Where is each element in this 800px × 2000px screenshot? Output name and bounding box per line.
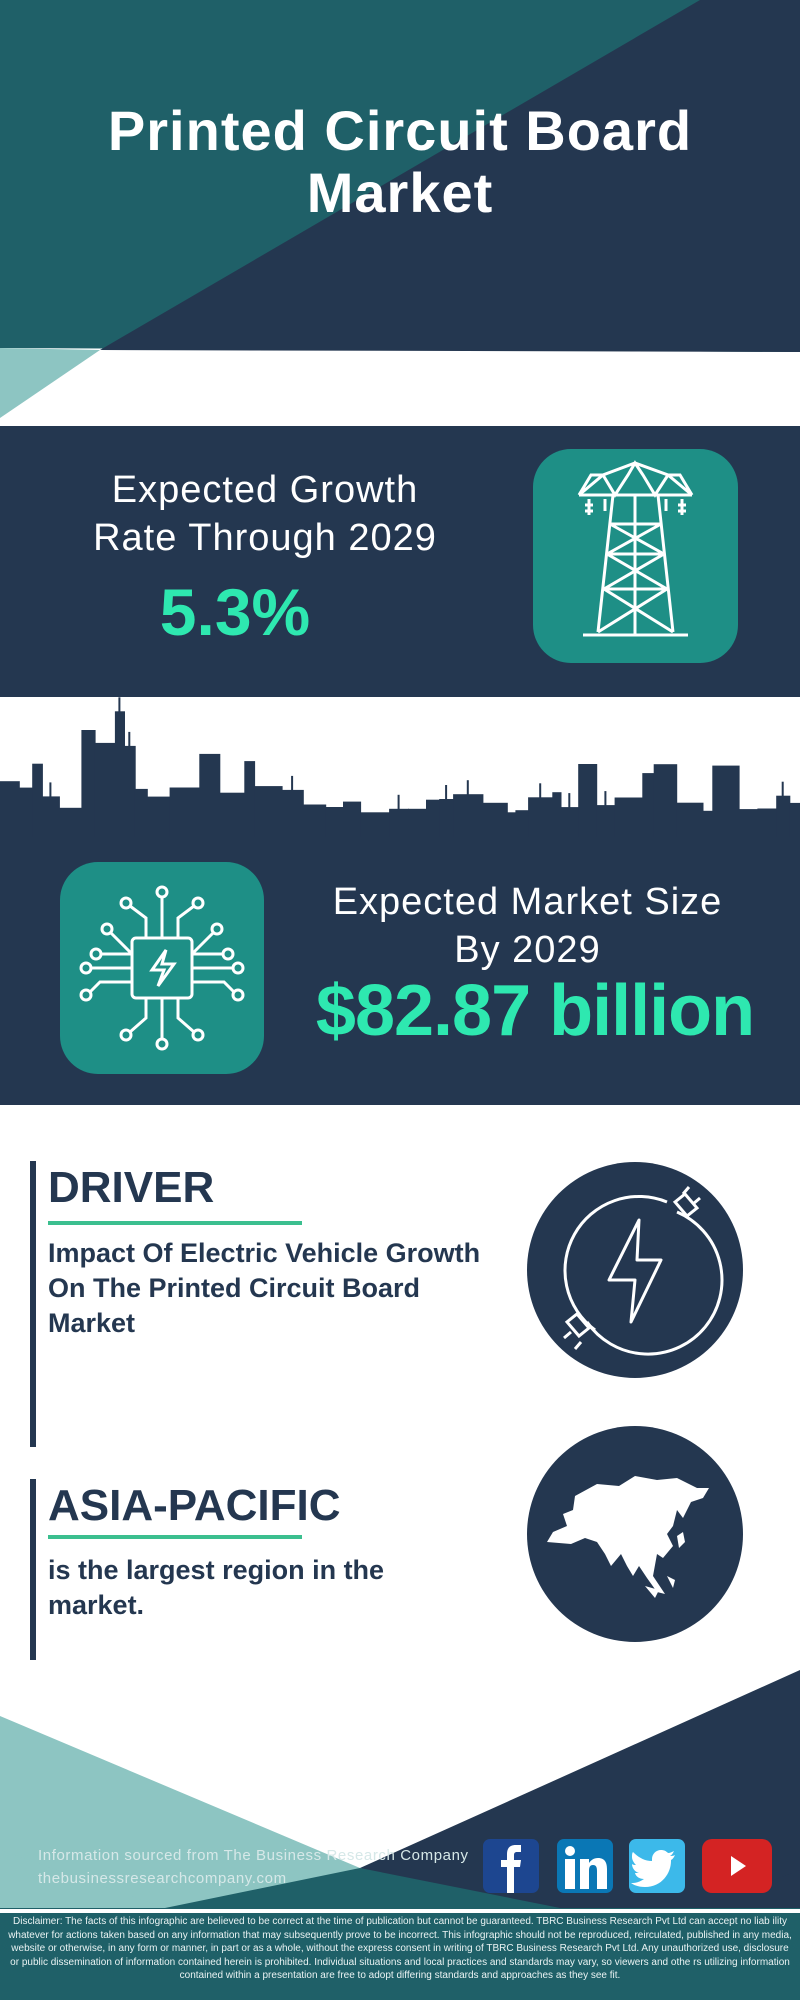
facebook-icon: [501, 1845, 521, 1893]
driver-text: Impact Of Electric Vehicle Growth On The…: [48, 1238, 481, 1338]
skyline-building: [219, 792, 246, 837]
skyline-spire: [781, 781, 784, 797]
skyline-building: [94, 742, 116, 837]
growth-rate-value: 5.3%: [159, 575, 311, 649]
skyline-building: [738, 809, 759, 837]
skyline-building: [32, 763, 43, 837]
growth-label-line-2: Rate Through 2029: [93, 517, 437, 559]
skyline-spire: [49, 782, 52, 798]
region-underline: [48, 1535, 302, 1539]
market-size-section: Expected Market Size By 2029 $82.87 bill…: [0, 842, 800, 1105]
skyline-building: [676, 802, 704, 837]
skyline-building: [124, 745, 136, 837]
skyline-spire: [128, 731, 131, 747]
source-text: Information sourced from The Business Re…: [38, 1847, 469, 1864]
driver-accent-bar: [30, 1161, 36, 1447]
facebook-button[interactable]: [483, 1839, 539, 1893]
linkedin-icon: [565, 1846, 607, 1889]
skyline-building: [528, 797, 554, 837]
region-accent-bar: [30, 1479, 36, 1666]
driver-heading: DRIVER: [48, 1163, 215, 1212]
driver-icon-circle: [527, 1162, 743, 1378]
youtube-button[interactable]: [702, 1839, 772, 1893]
skyline-spire: [466, 780, 469, 796]
skyline-building: [58, 807, 83, 837]
skyline-building: [169, 787, 201, 837]
skyline-building: [426, 799, 441, 837]
youtube-play-icon: [731, 1856, 746, 1876]
skyline-building: [712, 765, 740, 837]
city-skyline-illustration: [0, 697, 800, 847]
header-background: [0, 0, 800, 430]
website-link[interactable]: thebusinessresearchcompany.com: [38, 1870, 287, 1887]
skyline-building: [757, 808, 778, 837]
skyline-building: [18, 787, 34, 837]
skyline-building: [0, 781, 20, 837]
region-heading: ASIA-PACIFIC: [48, 1481, 341, 1530]
page-title: Printed Circuit Board Market: [0, 100, 800, 224]
skyline-building: [244, 761, 256, 837]
title-line-2: Market: [306, 161, 494, 224]
market-size-label-line-2: By 2029: [454, 929, 601, 971]
skyline-building: [343, 801, 362, 837]
skyline-building: [614, 797, 644, 837]
market-size-label: Expected Market Size By 2029: [290, 878, 765, 974]
circuit-chip-icon: [79, 885, 245, 1051]
power-tower-icon: [577, 460, 694, 637]
skyline-spire: [397, 794, 400, 810]
linkedin-button[interactable]: [557, 1839, 613, 1893]
skyline-building: [199, 753, 221, 837]
skyline-building: [578, 764, 598, 837]
skyline-building: [653, 764, 678, 837]
skyline-building: [506, 812, 517, 837]
skyline-building: [482, 802, 508, 837]
power-tower-icon-box: [533, 449, 738, 663]
disclaimer-text: Disclaimer: The facts of this infographi…: [8, 1916, 792, 1981]
skyline-building: [408, 808, 427, 837]
skyline-building: [302, 804, 327, 837]
skyline-spire: [118, 697, 121, 713]
skyline-building: [515, 810, 530, 837]
skyline-building: [254, 786, 283, 837]
region-icon-circle: [527, 1426, 743, 1642]
electric-plug-bolt-icon: [563, 1186, 724, 1356]
twitter-icon: [631, 1850, 675, 1887]
skyline-building: [596, 805, 616, 837]
skyline-spire: [604, 791, 607, 807]
title-line-1: Printed Circuit Board: [107, 99, 693, 162]
growth-label: Expected Growth Rate Through 2029: [40, 466, 490, 562]
market-size-value: $82.87 billion: [315, 971, 755, 1051]
skyline-spire: [445, 785, 448, 800]
growth-section: Expected Growth Rate Through 2029 5.3%: [0, 426, 800, 697]
skyline-building: [146, 796, 171, 837]
skyline-building: [281, 789, 304, 837]
skyline-building: [702, 810, 714, 837]
twitter-button[interactable]: [629, 1839, 685, 1893]
skyline-building: [453, 794, 484, 837]
asia-map-icon: [547, 1476, 709, 1598]
circuit-chip-icon-box: [60, 862, 264, 1074]
skyline-building: [789, 802, 800, 837]
skyline-building: [360, 812, 391, 837]
skyline-building: [389, 808, 409, 837]
skyline-building: [114, 711, 125, 837]
skyline-building: [81, 730, 96, 837]
skyline-building: [552, 792, 562, 837]
region-text: is the largest region in the market.: [48, 1555, 385, 1620]
skyline-building: [642, 773, 655, 837]
skyline-building: [325, 807, 344, 837]
skyline-building: [560, 807, 580, 837]
market-size-label-line-1: Expected Market Size: [332, 881, 723, 923]
footer-background: [0, 1660, 800, 2000]
skyline-building: [134, 788, 148, 837]
skyline-building: [41, 796, 60, 837]
skyline-spire: [291, 775, 294, 791]
growth-label-line-1: Expected Growth: [111, 469, 419, 511]
skyline-building: [776, 795, 791, 837]
skyline-spire: [539, 783, 542, 799]
driver-underline: [48, 1221, 302, 1225]
skyline-spire: [568, 793, 571, 809]
skyline-building: [439, 799, 455, 837]
